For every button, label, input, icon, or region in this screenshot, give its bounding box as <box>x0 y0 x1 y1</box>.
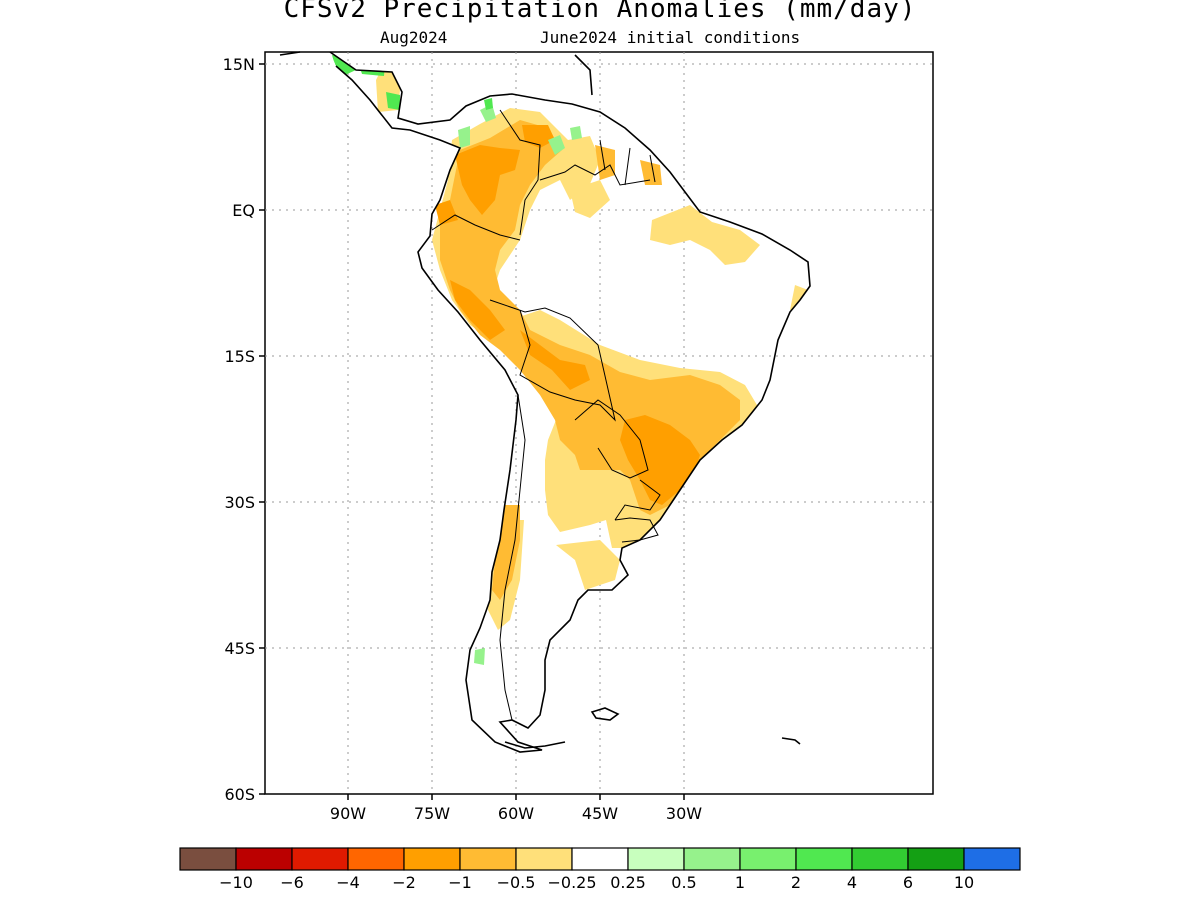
colorbar-swatch <box>347 847 405 871</box>
map-title: CFSv2 Precipitation Anomalies (mm/day) <box>283 0 917 24</box>
lat-tick-label: 15S <box>224 347 255 366</box>
forecast-month: Aug2024 <box>380 28 448 47</box>
border-venezuela-brazil <box>539 164 651 186</box>
colorbar-label: −10 <box>219 873 253 892</box>
lat-tick-label: 15N <box>223 55 255 74</box>
lon-tick-label: 30W <box>666 804 702 823</box>
colorbar-swatch <box>907 847 965 871</box>
colorbar-swatch <box>851 847 909 871</box>
colorbar-label: 4 <box>847 873 857 892</box>
lat-tick-label: EQ <box>232 201 255 220</box>
coastlines <box>279 51 811 753</box>
colorbar-swatch <box>291 847 349 871</box>
colorbar-label: 1 <box>735 873 745 892</box>
colorbar-swatch <box>627 847 685 871</box>
lon-tick-label: 45W <box>582 804 618 823</box>
border-peru-brazil <box>489 299 599 346</box>
colorbar-swatch <box>963 847 1021 871</box>
border-chile-argentina <box>499 394 526 721</box>
border-paraguay <box>574 399 649 479</box>
country-borders <box>431 109 661 721</box>
lat-tick-label: 60S <box>224 785 255 804</box>
border-uruguay <box>614 517 659 543</box>
border-bolivia <box>519 309 616 422</box>
colorbar-label: −0.25 <box>547 873 596 892</box>
border-ecuador-peru <box>431 214 521 241</box>
colorbar-swatch <box>179 847 237 871</box>
border-argentina-brazil <box>614 479 661 521</box>
falkland-islands <box>590 707 620 721</box>
south-america-coast <box>329 51 811 753</box>
anomaly-dark-orange <box>435 125 700 505</box>
colorbar-swatch <box>403 847 461 871</box>
colorbar-swatch <box>795 847 853 871</box>
colorbar-label: −2 <box>392 873 416 892</box>
longitude-axis: 90W 75W 60W 45W 30W <box>330 794 702 823</box>
colorbar-label: −4 <box>336 873 360 892</box>
colorbar-label: 0.5 <box>671 873 696 892</box>
latitude-axis: 15N EQ 15S 30S 45S 60S <box>223 55 265 804</box>
colorbar-label: 6 <box>903 873 913 892</box>
caribbean-coast <box>279 51 593 96</box>
colorbar: −10 −6 −4 −2 −1 −0.5 −0.25 0.25 0.5 1 2 4 6 10 <box>179 847 1021 892</box>
colorbar-label: −6 <box>280 873 304 892</box>
border-guianas <box>599 139 656 186</box>
initial-conditions: June2024 initial conditions <box>540 28 801 47</box>
border-colombia-venezuela <box>499 109 541 236</box>
colorbar-label: −0.5 <box>497 873 536 892</box>
tierra-del-fuego <box>504 741 566 749</box>
colorbar-swatch <box>459 847 517 871</box>
colorbar-swatch <box>515 847 573 871</box>
colorbar-label: −1 <box>448 873 472 892</box>
lon-tick-label: 60W <box>498 804 534 823</box>
colorbar-swatch <box>683 847 741 871</box>
colorbar-label: 2 <box>791 873 801 892</box>
colorbar-swatch <box>235 847 293 871</box>
colorbar-swatch <box>571 847 629 871</box>
lat-tick-label: 30S <box>224 493 255 512</box>
lon-tick-label: 75W <box>414 804 450 823</box>
south-georgia <box>781 737 801 745</box>
lat-tick-label: 45S <box>224 639 255 658</box>
colorbar-label: 0.25 <box>610 873 646 892</box>
lon-tick-label: 90W <box>330 804 366 823</box>
colorbar-label: 10 <box>954 873 974 892</box>
colorbar-swatch <box>739 847 797 871</box>
